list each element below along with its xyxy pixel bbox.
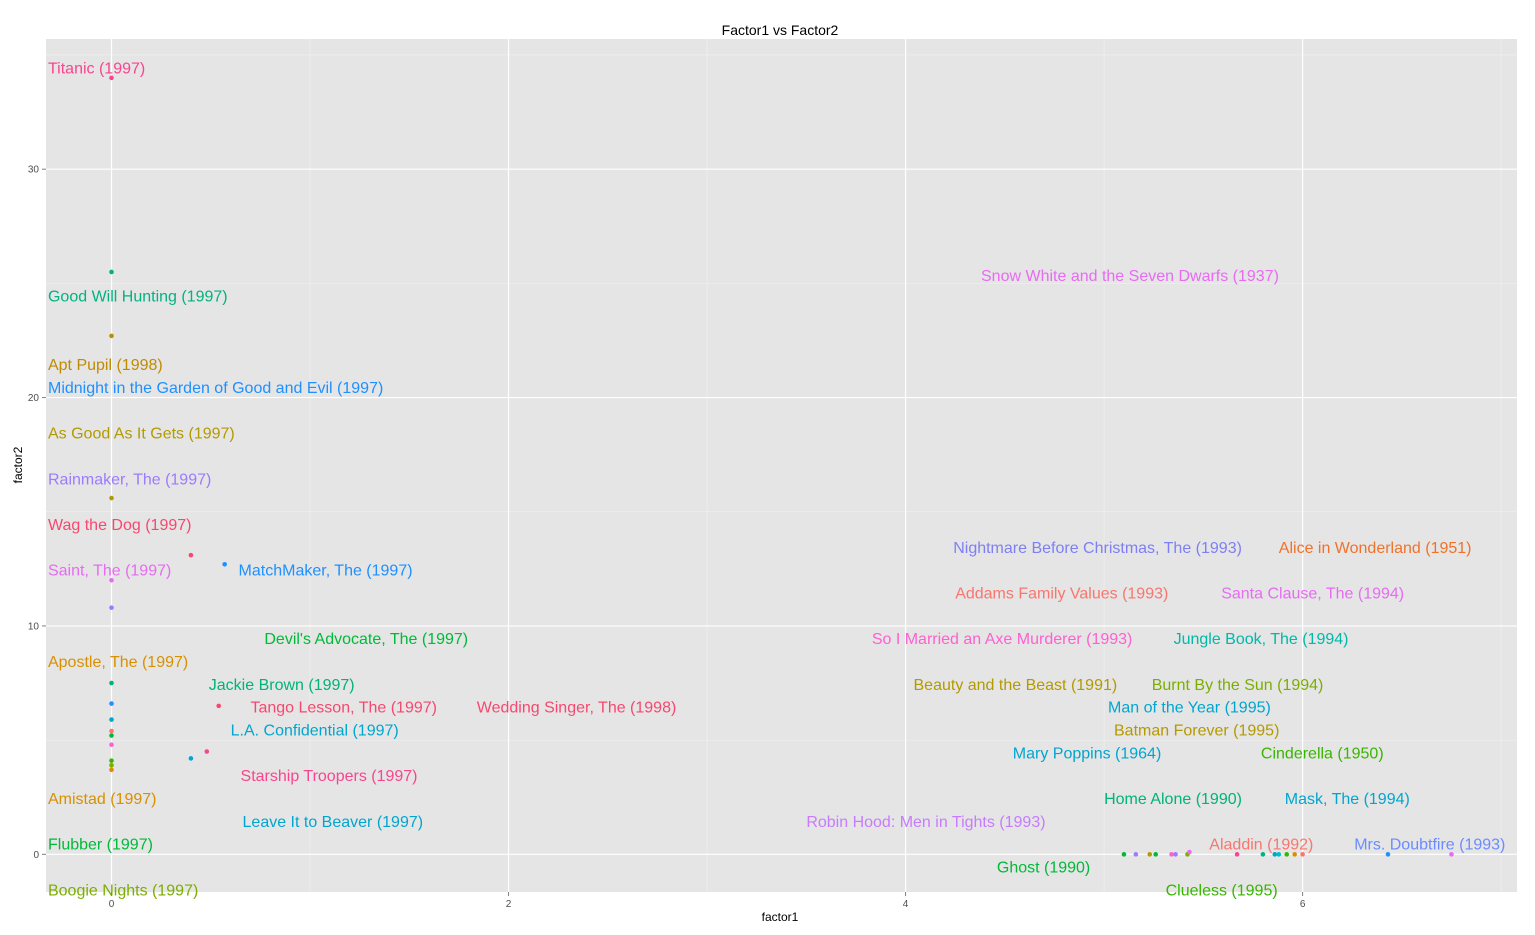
point-label: Aladdin (1992) (1209, 837, 1313, 854)
point-label: Snow White and the Seven Dwarfs (1937) (981, 268, 1279, 285)
point-label: Mary Poppins (1964) (1013, 745, 1162, 762)
data-point (1153, 852, 1159, 857)
data-point (188, 756, 194, 761)
point-label: Alice in Wonderland (1951) (1279, 540, 1472, 557)
data-point (1133, 852, 1139, 857)
data-point (109, 742, 114, 747)
point-label: Starship Troopers (1997) (241, 768, 418, 785)
x-tick-label: 4 (903, 899, 909, 910)
y-tick-label: 30 (28, 165, 40, 176)
point-label: Nightmare Before Christmas, The (1993) (953, 540, 1242, 557)
x-axis-ticks: 0 2 4 6 (109, 892, 1306, 910)
x-tick-label: 0 (109, 899, 115, 910)
point-label: Addams Family Values (1993) (955, 586, 1168, 603)
point-label: Clueless (1995) (1166, 882, 1278, 899)
data-point (109, 728, 114, 734)
plot-panel (46, 39, 1517, 892)
point-label: Rainmaker, The (1997) (48, 471, 211, 488)
point-label: Tango Lesson, The (1997) (250, 700, 437, 717)
point-label: MatchMaker, The (1997) (239, 563, 413, 580)
data-point (109, 767, 114, 773)
point-label: Batman Forever (1995) (1114, 723, 1279, 740)
grid-minor (46, 39, 1517, 892)
point-label: Burnt By the Sun (1994) (1152, 677, 1324, 694)
point-label: Amistad (1997) (48, 791, 157, 808)
point-label: Boogie Nights (1997) (48, 882, 198, 899)
data-point (188, 552, 194, 558)
data-point (1449, 852, 1454, 857)
point-label: Wedding Singer, The (1998) (477, 700, 677, 717)
point-label: As Good As It Gets (1997) (48, 426, 235, 443)
data-point (222, 561, 227, 567)
data-point (216, 703, 222, 709)
data-point (109, 680, 114, 686)
point-label: So I Married an Axe Murderer (1993) (872, 631, 1133, 648)
point-label: Cinderella (1950) (1261, 745, 1384, 762)
point-label: Titanic (1997) (48, 60, 145, 77)
point-label: Jungle Book, The (1994) (1174, 631, 1349, 648)
point-label: Jackie Brown (1997) (209, 677, 355, 694)
data-point (109, 701, 114, 706)
y-tick-label: 0 (33, 850, 39, 861)
data-point (1385, 852, 1391, 857)
point-label: Devil's Advocate, The (1997) (264, 631, 468, 648)
point-label: Apt Pupil (1998) (48, 357, 163, 374)
data-point (109, 495, 114, 501)
point-label: Beauty and the Beast (1991) (914, 677, 1118, 694)
point-label: Ghost (1990) (997, 860, 1090, 877)
point-labels: Titanic (1997) Good Will Hunting (1997) Ap… (48, 60, 1505, 899)
x-tick-label: 2 (506, 899, 512, 910)
point-label: Flubber (1997) (48, 837, 153, 854)
data-point (204, 749, 210, 754)
point-label: Man of the Year (1995) (1108, 700, 1271, 717)
data-point (1300, 852, 1305, 857)
data-point (109, 717, 114, 722)
point-label: Apostle, The (1997) (48, 654, 188, 671)
point-label: Robin Hood: Men in Tights (1993) (806, 814, 1045, 831)
data-point (109, 605, 114, 610)
point-label: Leave It to Beaver (1997) (243, 814, 424, 831)
point-label: Wag the Dog (1997) (48, 517, 191, 534)
chart-title: Factor1 vs Factor2 (722, 22, 839, 38)
y-axis-title: factor2 (11, 446, 25, 483)
grid-major (46, 39, 1517, 892)
data-point (1276, 852, 1282, 857)
y-tick-label: 10 (28, 621, 40, 632)
data-point (1187, 849, 1192, 855)
data-point (109, 577, 114, 583)
data-point (1292, 852, 1297, 857)
y-tick-label: 20 (28, 393, 40, 404)
x-axis-title: factor1 (762, 910, 799, 924)
data-point (1284, 852, 1290, 857)
data-point (109, 333, 114, 339)
data-point (1147, 852, 1153, 857)
point-label: Good Will Hunting (1997) (48, 289, 228, 306)
data-point (109, 762, 114, 768)
data-point (1169, 852, 1174, 857)
point-label: Saint, The (1997) (48, 563, 171, 580)
data-point (109, 758, 114, 763)
point-label: Home Alone (1990) (1104, 791, 1242, 808)
data-point (1121, 852, 1127, 857)
data-point (1260, 852, 1266, 857)
data-point (109, 733, 114, 738)
point-label: L.A. Confidential (1997) (231, 723, 399, 740)
point-label: Santa Clause, The (1994) (1221, 586, 1404, 603)
data-point (109, 75, 114, 81)
data-point (1272, 852, 1278, 857)
data-point (1173, 852, 1178, 857)
point-label: Midnight in the Garden of Good and Evil … (48, 380, 383, 397)
data-point (109, 269, 114, 275)
point-label: Mask, The (1994) (1285, 791, 1410, 808)
data-point (1234, 852, 1240, 857)
y-axis-ticks: 0 10 20 30 (28, 165, 46, 861)
x-tick-label: 6 (1300, 899, 1306, 910)
point-label: Mrs. Doubtfire (1993) (1354, 837, 1505, 854)
data-points (109, 75, 1454, 857)
